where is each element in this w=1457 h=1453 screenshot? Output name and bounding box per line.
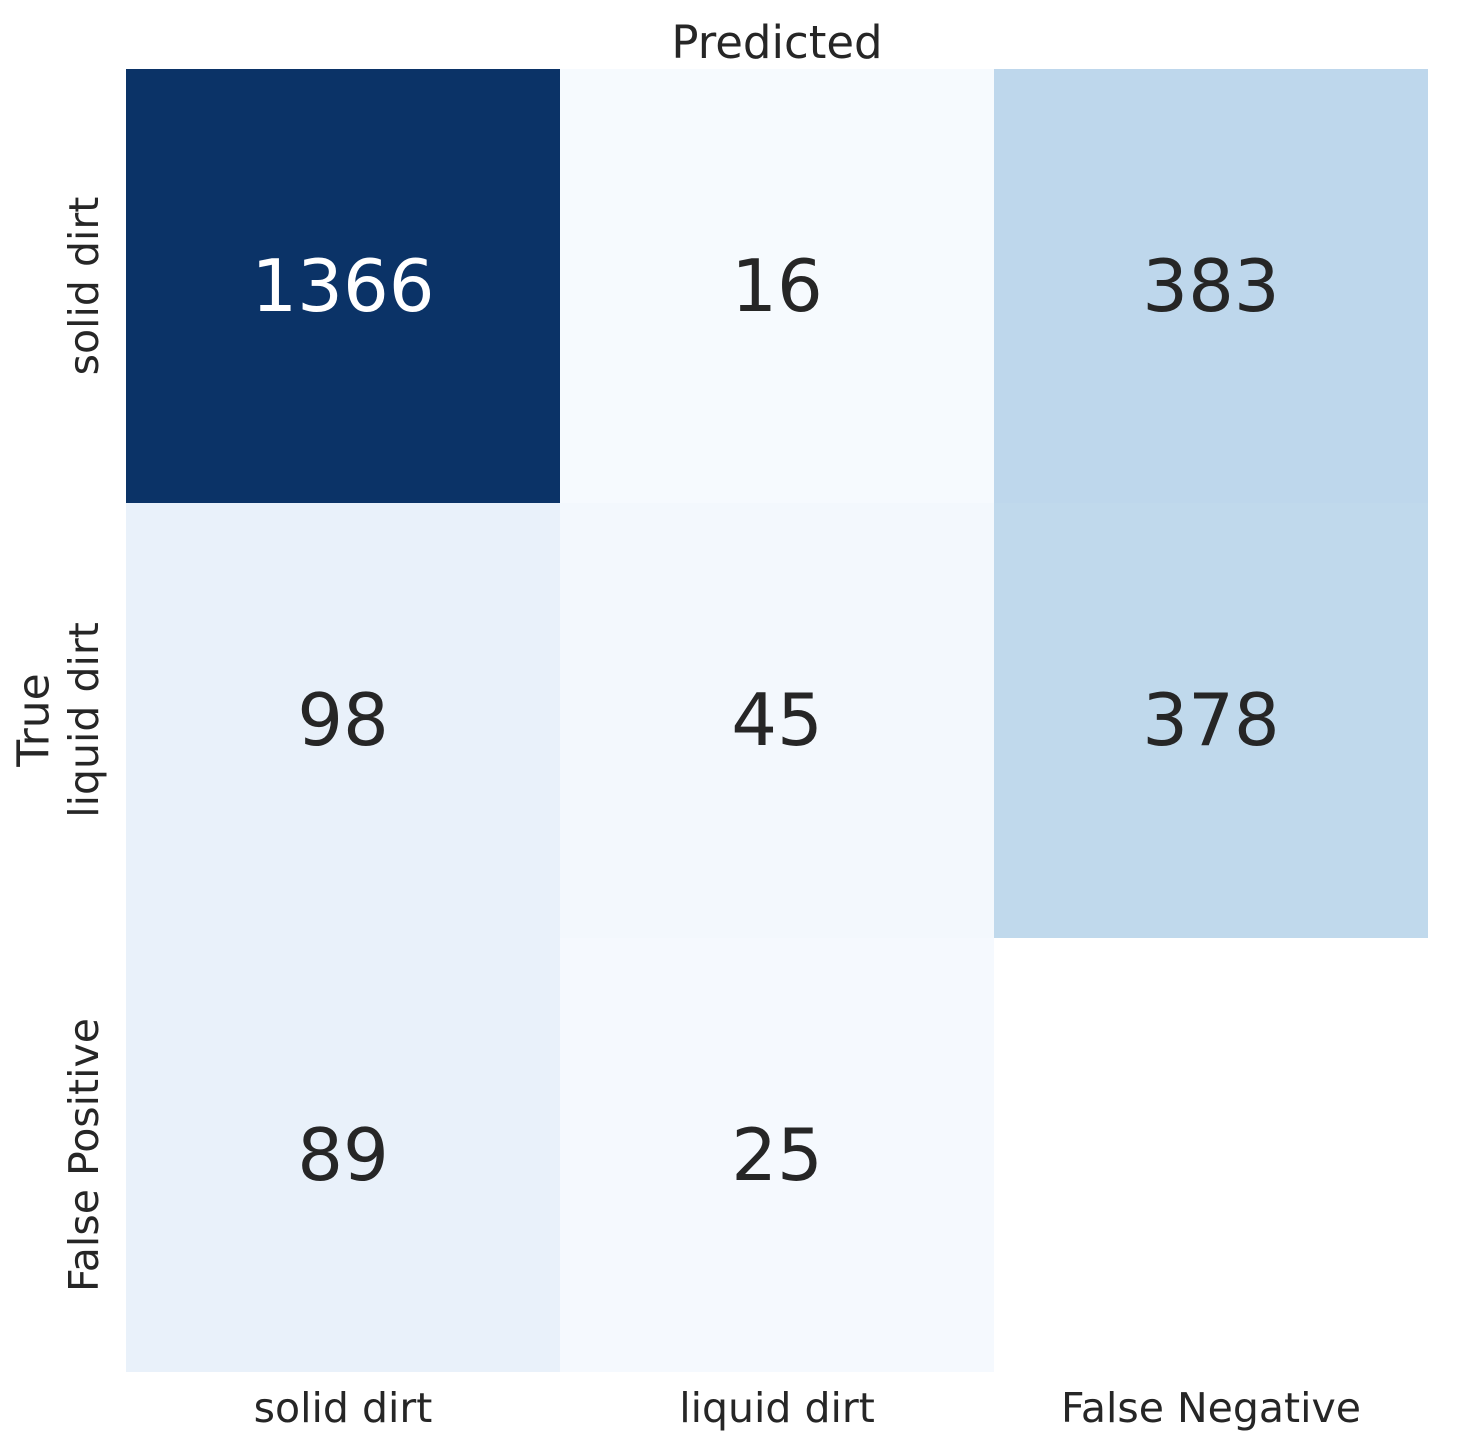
matrix-cell-value: 89 [297,1112,389,1197]
matrix-cell: 1366 [126,69,560,504]
matrix-cell: 98 [126,503,560,938]
matrix-cell: 16 [560,69,994,504]
y-axis-title: True [8,673,60,767]
matrix-cell: 45 [560,503,994,938]
x-axis-title: Predicted [671,16,883,69]
matrix-cell-value: 45 [731,678,823,763]
x-tick-label-liquid-dirt: liquid dirt [679,1384,875,1432]
matrix-cell-value: 98 [297,678,389,763]
matrix-cell: 89 [126,937,560,1372]
x-tick-label-false-negative: False Negative [1061,1384,1361,1432]
x-tick-label-solid-dirt: solid dirt [253,1384,433,1432]
y-tick-label-liquid-dirt: liquid dirt [60,622,108,818]
matrix-cell-value: 383 [1142,244,1280,329]
matrix-cell-value: 16 [731,244,823,329]
matrix-cell-value: 378 [1142,678,1280,763]
matrix-cell-value: 25 [731,1112,823,1197]
heatmap-grid: 1366 16 383 98 45 378 89 25 [126,69,1428,1372]
matrix-cell: 378 [994,503,1428,938]
y-tick-label-solid-dirt: solid dirt [60,196,108,376]
matrix-cell-empty [994,937,1428,1372]
y-tick-label-false-positive: False Positive [60,1017,108,1293]
matrix-cell: 383 [994,69,1428,504]
matrix-cell: 25 [560,937,994,1372]
matrix-cell-value: 1366 [251,244,435,329]
